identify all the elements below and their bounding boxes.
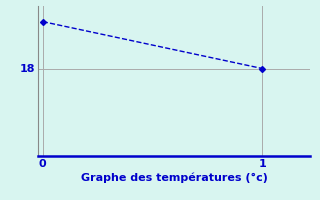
X-axis label: Graphe des températures (°c): Graphe des températures (°c) (81, 173, 268, 183)
